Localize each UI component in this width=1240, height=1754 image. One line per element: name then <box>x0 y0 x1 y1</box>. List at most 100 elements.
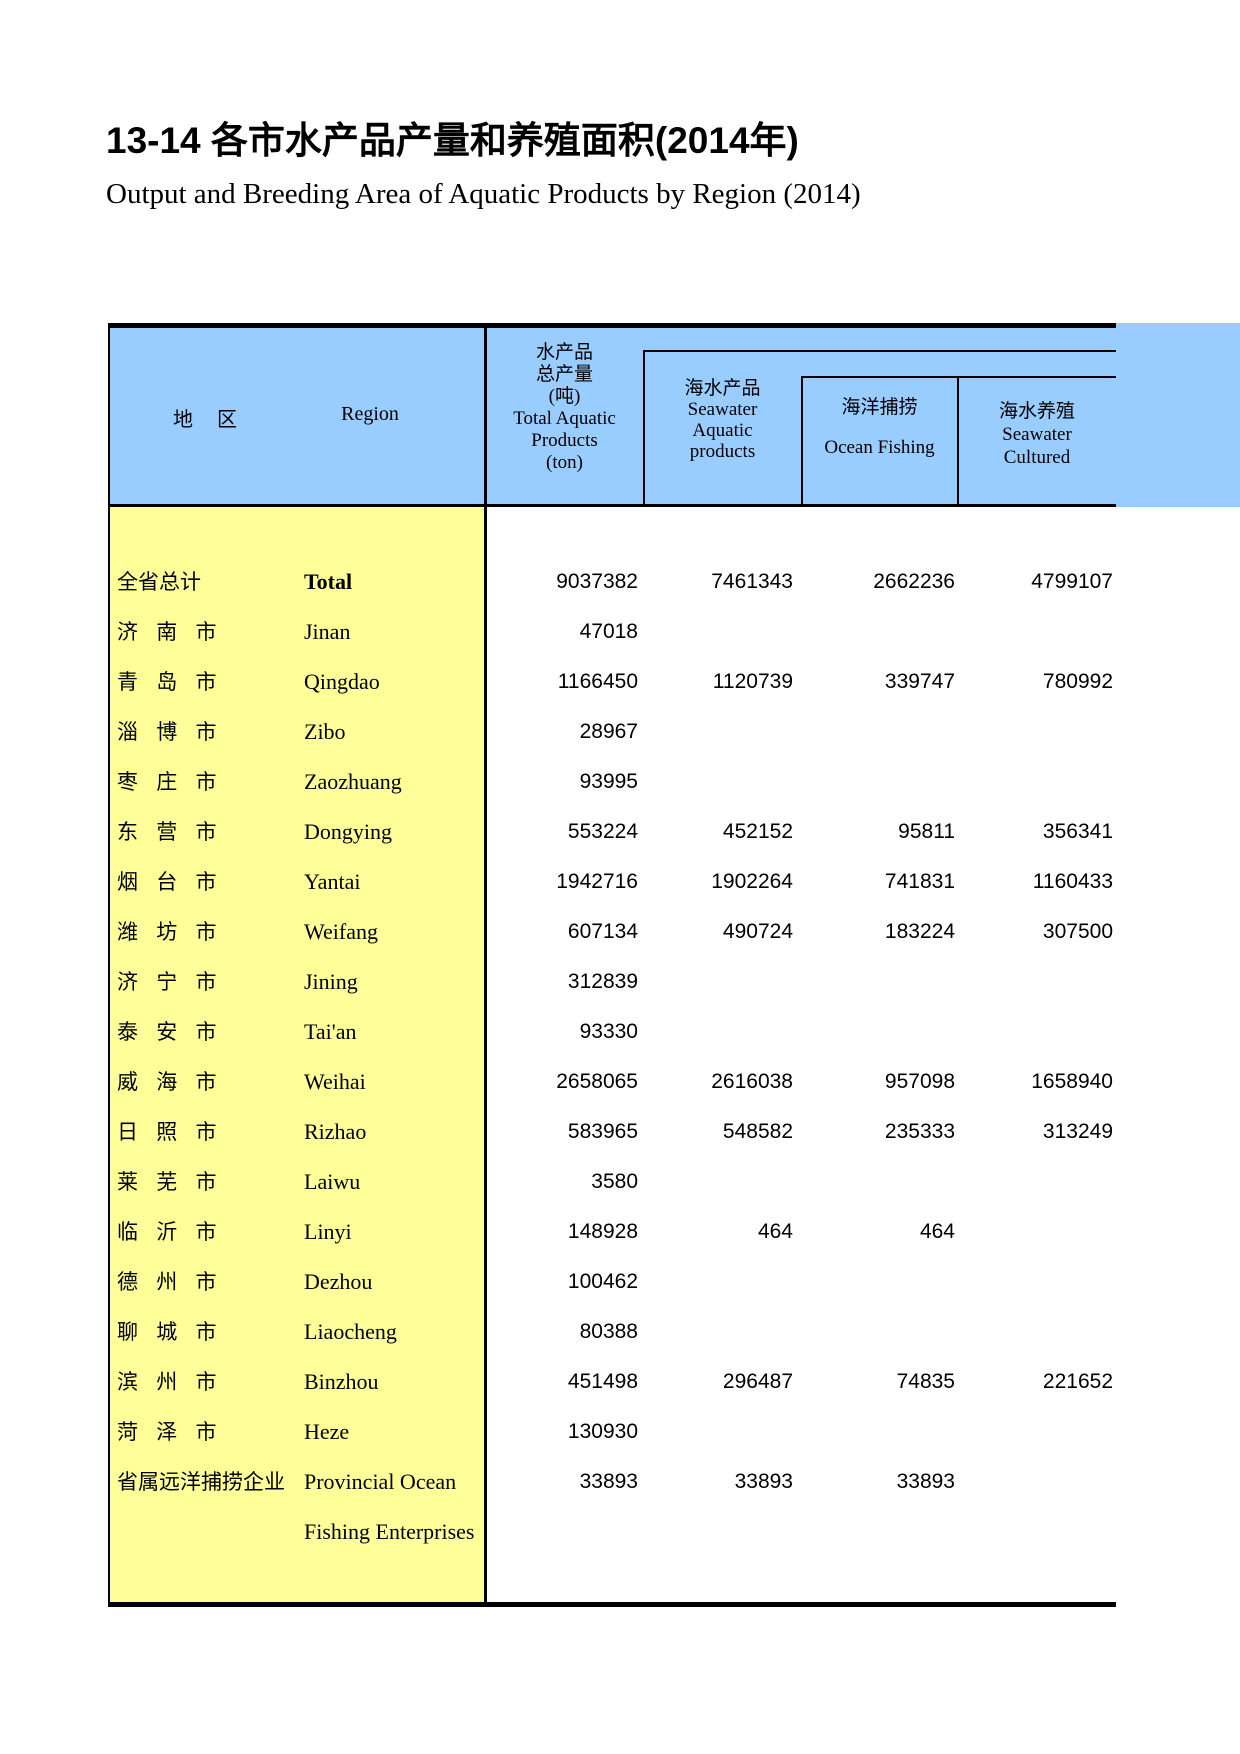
cell-ocean-fishing: 74835 <box>896 1370 955 1393</box>
cell-seawater-cultured: 4799107 <box>1031 570 1113 593</box>
cell-total-aquatic: 1942716 <box>556 870 638 893</box>
table-bottom-border <box>108 1602 1116 1607</box>
cell-ocean-fishing: 464 <box>919 1220 955 1243</box>
cell-seawater-cultured: 307500 <box>1042 920 1113 943</box>
region-name-en: Binzhou <box>304 1369 379 1394</box>
region-name-en: Heze <box>304 1419 350 1444</box>
table-row: Fishing Enterprises <box>0 1507 1240 1557</box>
header-seawater-cultured: 海水养殖 Seawater Cultured <box>998 401 1075 468</box>
subgroup-left-border <box>801 376 803 505</box>
cell-seawater: 490724 <box>722 920 793 943</box>
region-name-zh: 烟 台 市 <box>117 870 217 894</box>
region-name-en: Weihai <box>304 1069 366 1094</box>
cell-seawater: 1120739 <box>712 670 793 693</box>
cell-total-aquatic: 148928 <box>567 1220 638 1243</box>
region-name-en: Yantai <box>304 869 361 894</box>
cell-seawater-cultured: 356341 <box>1042 820 1113 843</box>
region-name-zh: 聊 城 市 <box>117 1320 217 1344</box>
region-column-separator <box>484 323 487 1607</box>
region-name-zh: 莱 芜 市 <box>117 1170 217 1194</box>
region-name-zh: 东 营 市 <box>117 820 217 844</box>
table-row: 莱 芜 市 Laiwu 3580 <box>0 1157 1240 1207</box>
region-name-en: Dongying <box>304 819 392 844</box>
table-row: 全省总计 Total 9037382 7461343 2662236 47991… <box>0 557 1240 607</box>
table-row: 青 岛 市 Qingdao 1166450 1120739 339747 780… <box>0 657 1240 707</box>
region-name-en: Provincial Ocean <box>304 1469 457 1494</box>
cell-ocean-fishing: 183224 <box>884 920 955 943</box>
cell-seawater: 1902264 <box>711 870 793 893</box>
region-name-en: Qingdao <box>304 669 380 694</box>
cell-seawater: 452152 <box>722 820 793 843</box>
region-name-zh: 日 照 市 <box>117 1120 217 1144</box>
cell-seawater-cultured: 313249 <box>1042 1120 1113 1143</box>
cell-seawater: 2616038 <box>711 1070 793 1093</box>
table-row: 省属远洋捕捞企业 Provincial Ocean 33893 33893 33… <box>0 1457 1240 1507</box>
table-row: 济 宁 市 Jining 312839 <box>0 957 1240 1007</box>
region-name-en: Linyi <box>304 1219 352 1244</box>
region-name-zh: 省属远洋捕捞企业 <box>117 1470 285 1494</box>
cell-total-aquatic: 607134 <box>567 920 638 943</box>
cell-seawater: 33893 <box>734 1470 793 1493</box>
table-row: 潍 坊 市 Weifang 607134 490724 183224 30750… <box>0 907 1240 957</box>
region-name-zh: 潍 坊 市 <box>117 920 217 944</box>
cell-total-aquatic: 9037382 <box>556 570 638 593</box>
header-region-zh: 地 区 <box>173 409 239 431</box>
region-name-zh: 枣 庄 市 <box>117 770 217 794</box>
header-ocean-fishing: 海洋捕捞 Ocean Fishing <box>824 397 935 458</box>
cell-ocean-fishing: 741831 <box>884 870 955 893</box>
table-row: 烟 台 市 Yantai 1942716 1902264 741831 1160… <box>0 857 1240 907</box>
header-region-en: Region <box>341 403 399 425</box>
cell-ocean-fishing: 95811 <box>898 820 955 843</box>
table-row: 泰 安 市 Tai'an 93330 <box>0 1007 1240 1057</box>
region-name-en: Dezhou <box>304 1269 373 1294</box>
region-name-zh: 济 宁 市 <box>117 970 217 994</box>
cell-seawater: 548582 <box>722 1120 793 1143</box>
region-name-en: Zibo <box>304 719 346 744</box>
region-name-zh: 滨 州 市 <box>117 1370 217 1394</box>
cell-total-aquatic: 80388 <box>579 1320 638 1343</box>
table-row: 滨 州 市 Binzhou 451498 296487 74835 221652 <box>0 1357 1240 1407</box>
region-name-zh: 泰 安 市 <box>117 1020 217 1044</box>
region-name-zh: 德 州 市 <box>117 1270 217 1294</box>
cell-seawater-cultured: 780992 <box>1042 670 1113 693</box>
seawater-group-left-border <box>643 350 645 505</box>
cell-total-aquatic: 33893 <box>579 1470 638 1493</box>
region-name-en: Jinan <box>304 619 351 644</box>
region-name-en: Fishing Enterprises <box>304 1519 475 1544</box>
cell-total-aquatic: 47018 <box>579 620 638 643</box>
cell-total-aquatic: 100462 <box>567 1270 638 1293</box>
cell-ocean-fishing: 957098 <box>884 1070 955 1093</box>
region-name-zh: 临 沂 市 <box>117 1220 217 1244</box>
region-column-background <box>110 507 484 1603</box>
cell-total-aquatic: 93330 <box>579 1020 638 1043</box>
cell-seawater-cultured: 221652 <box>1042 1370 1113 1393</box>
cell-seawater: 296487 <box>722 1370 793 1393</box>
cell-total-aquatic: 93995 <box>579 770 638 793</box>
region-name-zh: 济 南 市 <box>117 620 217 644</box>
region-name-en: Zaozhuang <box>304 769 402 794</box>
region-name-zh: 淄 博 市 <box>117 720 217 744</box>
cell-seawater: 7461343 <box>711 570 793 593</box>
seawater-group-top-border <box>643 350 1116 352</box>
table-row: 聊 城 市 Liaocheng 80388 <box>0 1307 1240 1357</box>
cell-total-aquatic: 312839 <box>567 970 638 993</box>
page-subtitle: Output and Breeding Area of Aquatic Prod… <box>106 178 861 210</box>
cell-total-aquatic: 583965 <box>567 1120 638 1143</box>
region-name-en: Liaocheng <box>304 1319 397 1344</box>
table-row: 日 照 市 Rizhao 583965 548582 235333 313249 <box>0 1107 1240 1157</box>
header-total-aquatic-products: 水产品 总产量 (吨) Total Aquatic Products (ton) <box>513 342 616 473</box>
table-row: 济 南 市 Jinan 47018 <box>0 607 1240 657</box>
table-top-border <box>108 323 1116 328</box>
header-bottom-border <box>108 504 1116 507</box>
cell-total-aquatic: 130930 <box>567 1420 638 1443</box>
cell-seawater-cultured: 1658940 <box>1031 1070 1113 1093</box>
subgroup-column-separator <box>957 376 959 505</box>
region-name-zh: 青 岛 市 <box>117 670 217 694</box>
table-row: 枣 庄 市 Zaozhuang 93995 <box>0 757 1240 807</box>
cell-ocean-fishing: 33893 <box>896 1470 955 1493</box>
cell-total-aquatic: 3580 <box>591 1170 638 1193</box>
region-name-zh: 菏 泽 市 <box>117 1420 217 1444</box>
cell-total-aquatic: 2658065 <box>556 1070 638 1093</box>
region-name-en: Jining <box>304 969 358 994</box>
